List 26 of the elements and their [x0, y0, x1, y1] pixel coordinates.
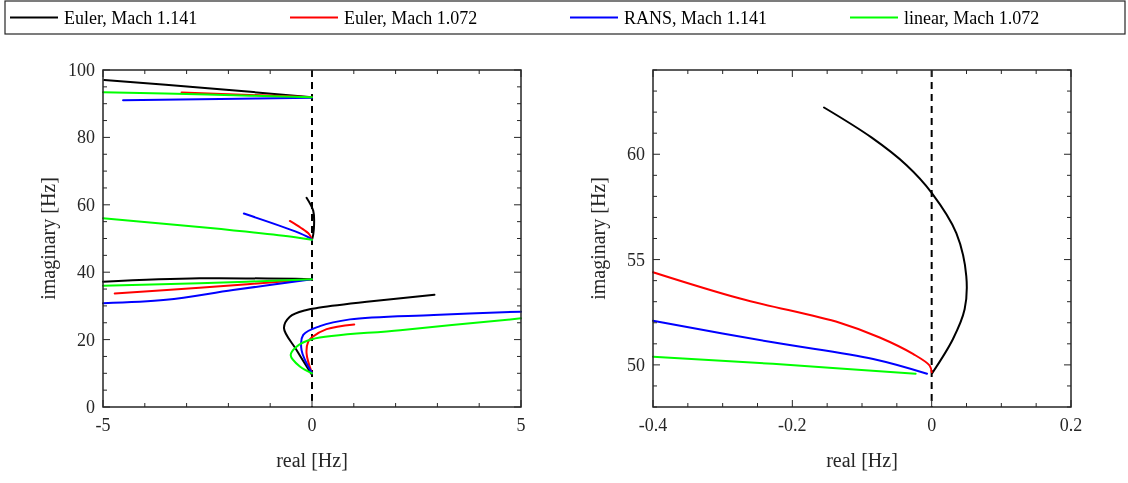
y-tick-label: 60 [627, 144, 645, 165]
x-axis-title: real [Hz] [826, 449, 898, 471]
x-tick-label: -5 [95, 415, 111, 435]
y-tick-label: 0 [86, 397, 95, 417]
legend-label: linear, Mach 1.072 [904, 7, 1040, 28]
y-tick-label: 80 [77, 127, 95, 148]
x-tick-label: 0.2 [1059, 415, 1083, 435]
x-tick-label: -0.4 [638, 415, 668, 435]
x-axis-title: real [Hz] [276, 449, 348, 471]
legend-label: Euler, Mach 1.141 [64, 7, 198, 28]
legend-label: Euler, Mach 1.072 [344, 7, 478, 28]
y-tick-label: 55 [627, 249, 645, 270]
y-tick-label: 20 [77, 329, 95, 350]
x-tick-label: -0.2 [778, 415, 807, 435]
y-axis-title: imaginary [Hz] [37, 177, 60, 300]
y-tick-label: 60 [77, 194, 95, 215]
line-series [652, 271, 933, 374]
line-series [652, 319, 928, 375]
y-tick-label: 100 [68, 60, 95, 80]
y-tick-label: 40 [77, 262, 95, 283]
legend-label: RANS, Mach 1.141 [624, 7, 767, 28]
x-tick-label: 0 [307, 415, 317, 435]
y-tick-label: 50 [627, 354, 645, 375]
x-tick-label: 0 [927, 415, 937, 435]
x-tick-label: 5 [516, 415, 526, 435]
y-axis-title: imaginary [Hz] [587, 177, 610, 300]
